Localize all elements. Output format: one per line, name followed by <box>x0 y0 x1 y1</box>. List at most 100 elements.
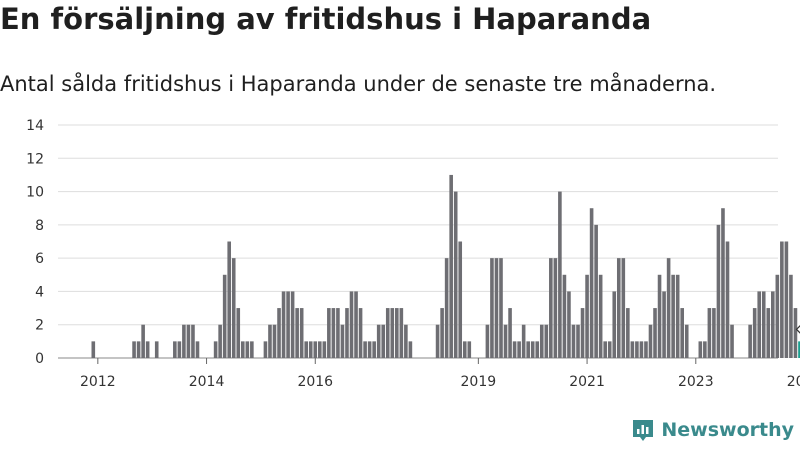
bar[interactable] <box>530 341 535 358</box>
bar[interactable] <box>277 308 281 358</box>
bar[interactable] <box>490 258 494 358</box>
bar[interactable] <box>748 324 752 358</box>
bar[interactable] <box>576 324 580 358</box>
bar[interactable] <box>485 324 490 358</box>
bar[interactable] <box>213 341 218 358</box>
bar[interactable] <box>716 224 721 358</box>
bar[interactable] <box>766 308 771 358</box>
bar[interactable] <box>331 308 336 358</box>
bar[interactable] <box>322 341 327 358</box>
bar[interactable] <box>263 341 268 358</box>
bar[interactable] <box>245 341 250 358</box>
bar[interactable] <box>666 258 671 358</box>
bar[interactable] <box>141 324 145 358</box>
bar[interactable] <box>544 324 549 358</box>
bar[interactable] <box>616 258 621 358</box>
bar[interactable] <box>177 341 182 358</box>
bar[interactable] <box>191 324 195 358</box>
bar[interactable] <box>526 341 530 358</box>
bar[interactable] <box>535 341 540 358</box>
bar[interactable] <box>771 291 775 358</box>
bar[interactable] <box>227 241 231 359</box>
bar[interactable] <box>553 258 558 358</box>
bar[interactable] <box>363 341 367 358</box>
bar[interactable] <box>721 208 725 358</box>
bar[interactable] <box>358 308 363 358</box>
bar[interactable] <box>589 208 594 358</box>
bar[interactable] <box>607 341 612 358</box>
bar[interactable] <box>336 308 340 358</box>
bar[interactable] <box>250 341 254 358</box>
bar[interactable] <box>626 308 630 358</box>
bar[interactable] <box>286 291 290 358</box>
bar[interactable] <box>154 341 159 358</box>
bar[interactable] <box>281 291 286 358</box>
bar[interactable] <box>458 241 463 359</box>
bar[interactable] <box>399 308 404 358</box>
bar[interactable] <box>789 274 793 358</box>
bar[interactable] <box>549 258 553 358</box>
bar[interactable] <box>345 308 349 358</box>
bar[interactable] <box>567 291 571 358</box>
bar[interactable] <box>730 324 734 358</box>
bar[interactable] <box>136 341 141 358</box>
bar[interactable] <box>308 341 313 358</box>
bar[interactable] <box>440 308 444 358</box>
bar[interactable] <box>499 258 503 358</box>
bar[interactable] <box>218 324 222 358</box>
bar[interactable] <box>395 308 399 358</box>
bar[interactable] <box>671 274 675 358</box>
bar[interactable] <box>621 258 626 358</box>
bar[interactable] <box>268 324 272 358</box>
bar[interactable] <box>186 324 191 358</box>
bar[interactable] <box>313 341 318 358</box>
bar[interactable] <box>508 308 512 358</box>
bar[interactable] <box>462 341 467 358</box>
bar[interactable] <box>635 341 639 358</box>
bar[interactable] <box>290 291 295 358</box>
bar[interactable] <box>630 341 635 358</box>
bar[interactable] <box>521 324 526 358</box>
bar[interactable] <box>684 324 689 358</box>
bar[interactable] <box>494 258 499 358</box>
bar[interactable] <box>780 241 784 359</box>
bar[interactable] <box>712 308 716 358</box>
bar[interactable] <box>182 324 186 358</box>
bar[interactable] <box>240 341 245 358</box>
bar[interactable] <box>512 341 517 358</box>
bar[interactable] <box>372 341 376 358</box>
bar[interactable] <box>318 341 322 358</box>
bar[interactable] <box>752 308 757 358</box>
bar[interactable] <box>644 341 648 358</box>
bar[interactable] <box>784 241 789 359</box>
bar[interactable] <box>145 341 150 358</box>
bar[interactable] <box>725 241 730 359</box>
bar[interactable] <box>657 274 662 358</box>
bar[interactable] <box>580 308 585 358</box>
bar[interactable] <box>639 341 644 358</box>
bar[interactable] <box>390 308 395 358</box>
bar[interactable] <box>354 291 358 358</box>
bar[interactable] <box>467 341 472 358</box>
newsworthy-logo[interactable]: Newsworthy <box>631 418 794 442</box>
bar[interactable] <box>680 308 684 358</box>
bar[interactable] <box>798 341 800 358</box>
bar[interactable] <box>444 258 449 358</box>
bar[interactable] <box>662 291 666 358</box>
bar[interactable] <box>503 324 508 358</box>
bar[interactable] <box>675 274 680 358</box>
bar[interactable] <box>349 291 354 358</box>
bar[interactable] <box>449 174 453 358</box>
bar[interactable] <box>707 308 712 358</box>
bar[interactable] <box>340 324 345 358</box>
bar[interactable] <box>91 341 96 358</box>
bar[interactable] <box>571 324 576 358</box>
bar[interactable] <box>404 324 408 358</box>
bar[interactable] <box>453 191 458 358</box>
bar[interactable] <box>132 341 136 358</box>
bar[interactable] <box>327 308 331 358</box>
bar[interactable] <box>385 308 390 358</box>
bar[interactable] <box>612 291 617 358</box>
bar[interactable] <box>435 324 440 358</box>
bar[interactable] <box>517 341 521 358</box>
